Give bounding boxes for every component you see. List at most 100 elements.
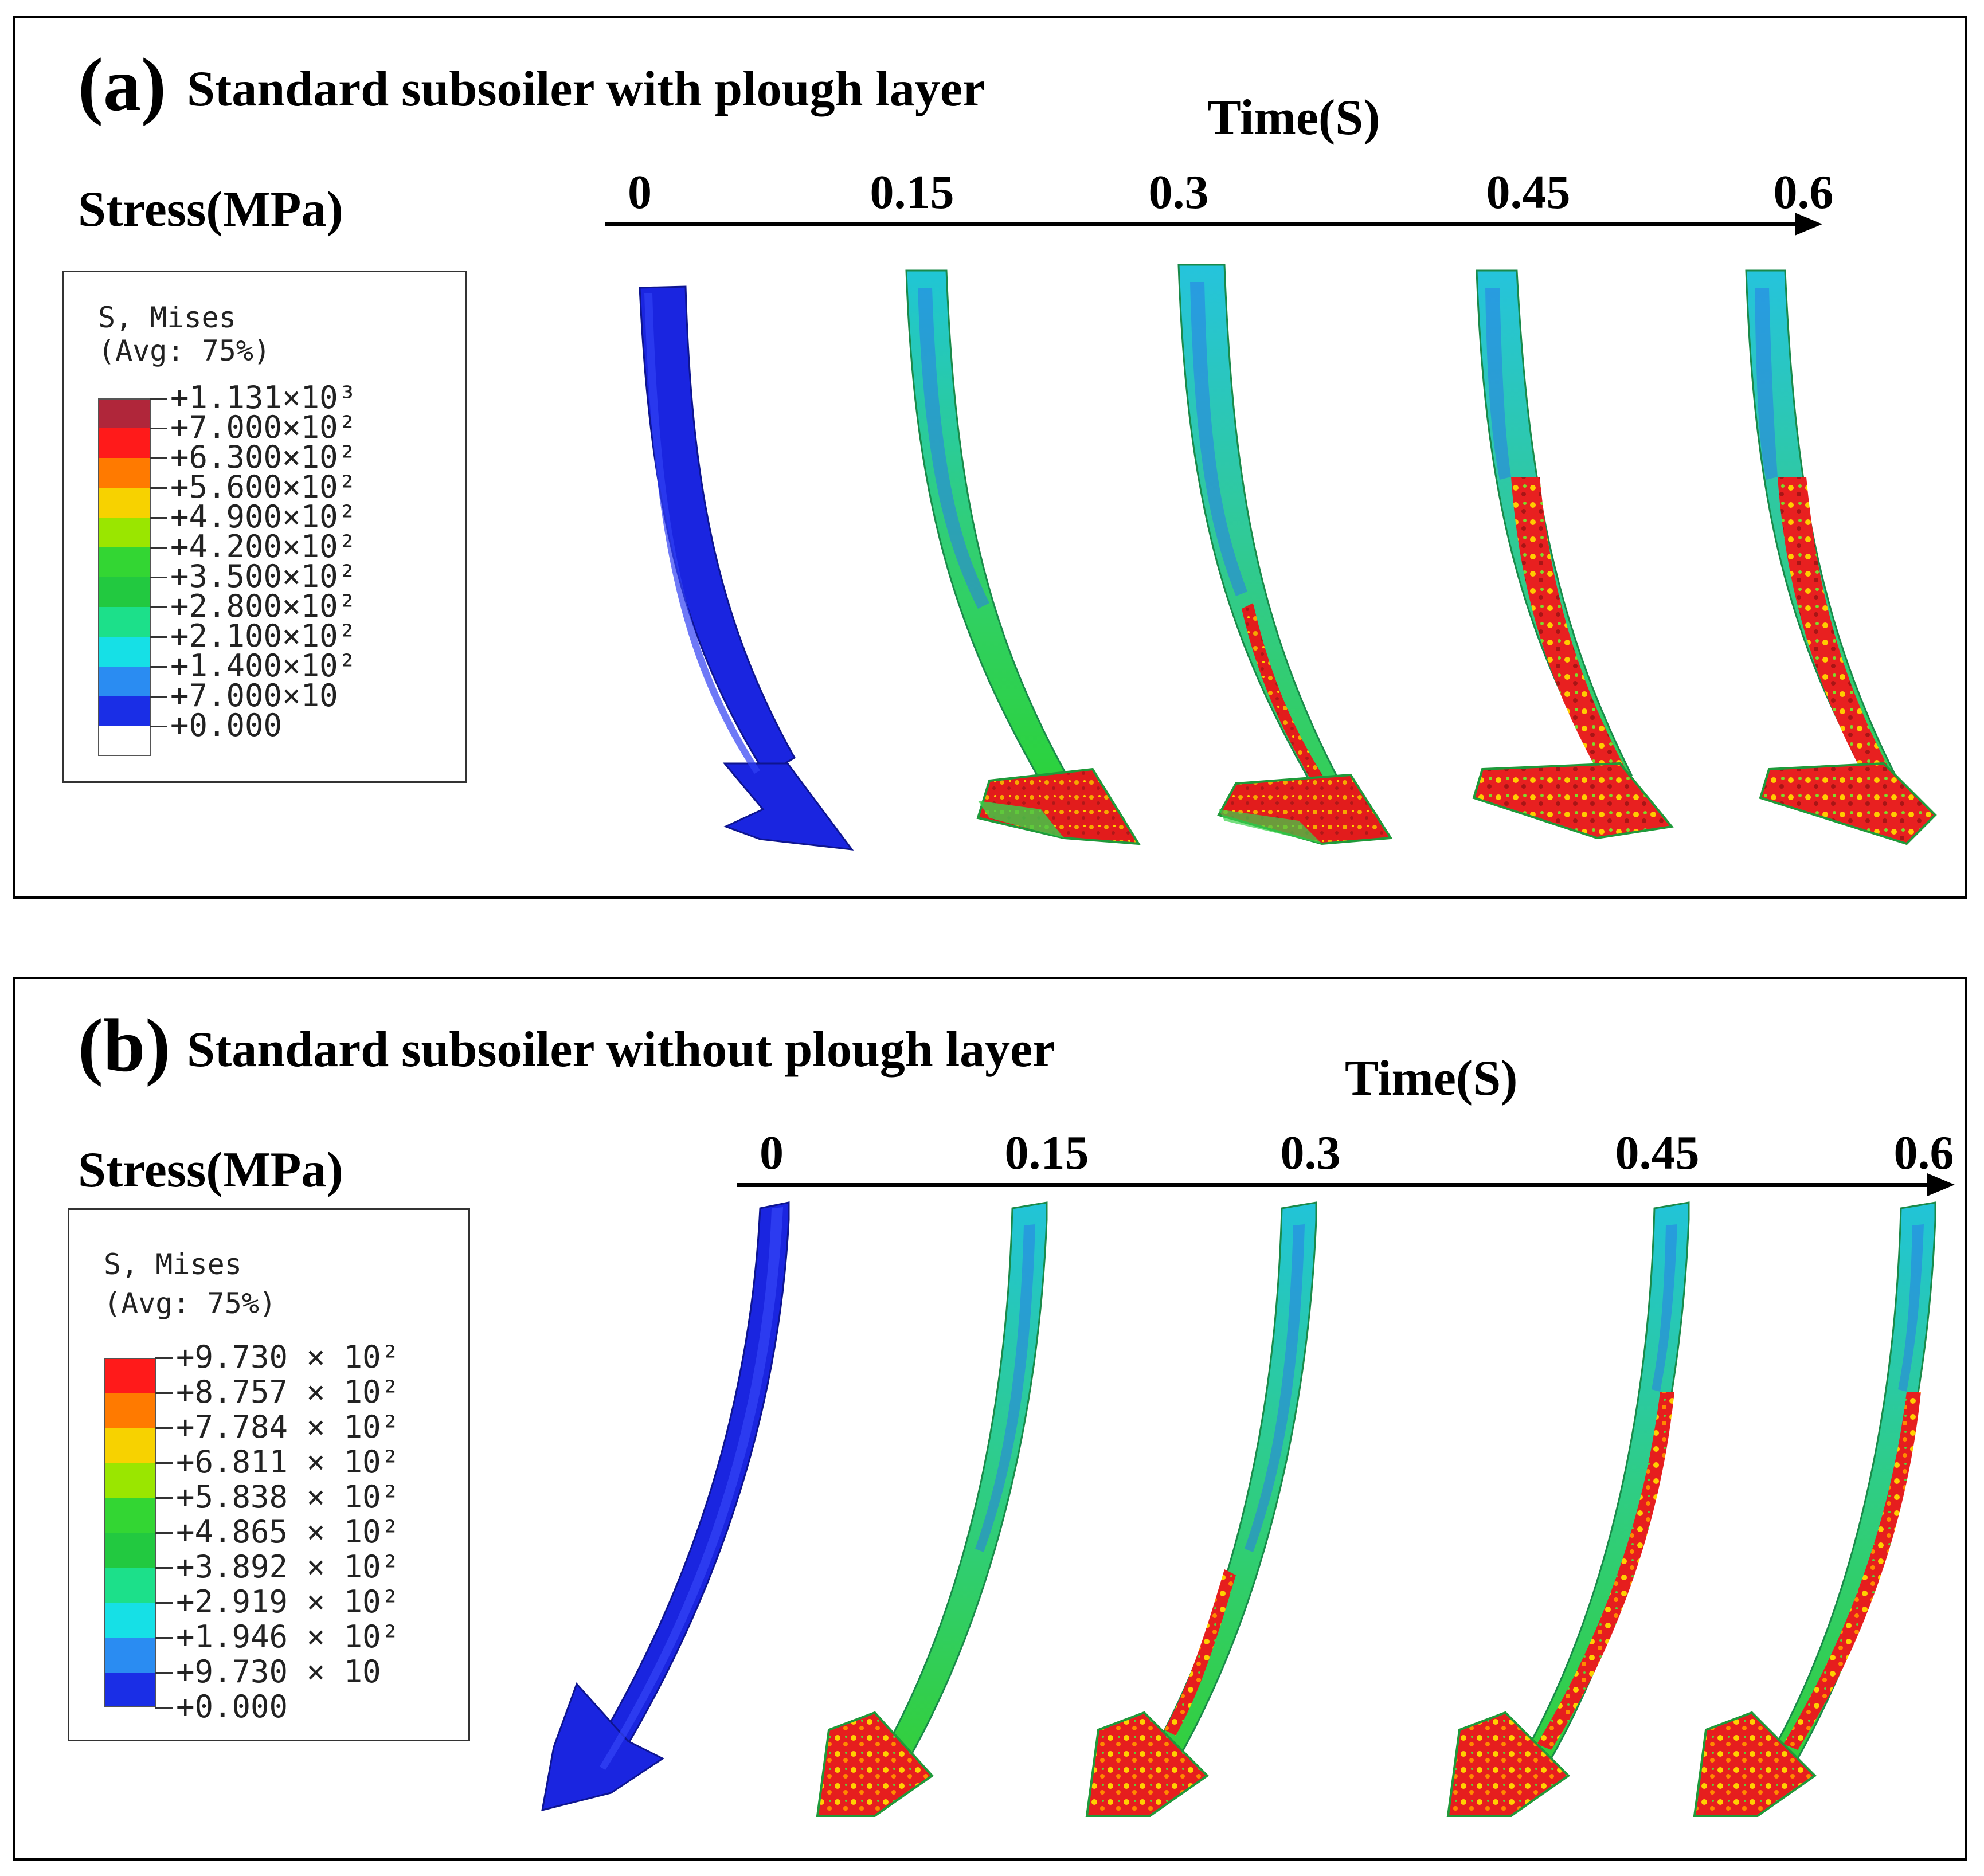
subsoiler-sequence xyxy=(639,264,1937,851)
legend-tick xyxy=(155,1602,173,1604)
legend-swatch xyxy=(98,547,151,577)
subsoiler-t06 xyxy=(1745,269,1937,845)
legend-swatch xyxy=(104,1498,156,1533)
legend-value: +4.900×10² xyxy=(170,499,357,535)
legend-tick xyxy=(155,1707,173,1709)
legend-title: S, Mises xyxy=(98,301,236,334)
legend-tick xyxy=(155,1532,173,1534)
legend-value: +8.757 × 10² xyxy=(176,1374,400,1410)
subsoiler-t0 xyxy=(639,285,854,851)
legend-value: +1.131×10³ xyxy=(170,379,357,416)
subsoiler-t03 xyxy=(1085,1201,1317,1817)
panel-tag: (b) xyxy=(78,1003,171,1087)
legend-swatch xyxy=(98,607,151,637)
legend-value: +4.200×10² xyxy=(170,528,357,565)
time-axis-line xyxy=(605,222,1798,226)
legend-tick xyxy=(155,1462,173,1464)
subsoiler-t06 xyxy=(1693,1201,1936,1817)
legend-tick xyxy=(150,577,167,578)
legend-tick xyxy=(155,1427,173,1429)
time-tick: 0.3 xyxy=(1148,166,1209,219)
legend-swatch xyxy=(104,1428,156,1463)
subsoiler-t015 xyxy=(905,269,1141,845)
stress-legend: S, Mises (Avg: 75%) +1.131×10³ +7.000×10²… xyxy=(62,271,467,783)
legend-tick xyxy=(150,428,167,429)
panel-b: (b) Standard subsoiler without plough la… xyxy=(13,977,1967,1861)
legend-tick xyxy=(155,1357,173,1359)
legend-value: +6.811 × 10² xyxy=(176,1444,400,1480)
legend-swatch xyxy=(98,667,151,696)
legend-tick xyxy=(150,606,167,608)
legend-tick xyxy=(150,547,167,549)
subsoiler-t015 xyxy=(816,1201,1048,1817)
legend-swatch xyxy=(98,518,151,547)
legend-tick xyxy=(155,1392,173,1394)
legend-tick xyxy=(150,666,167,668)
stress-label: Stress(MPa) xyxy=(78,1142,343,1198)
legend-swatch xyxy=(98,398,151,428)
legend-edge xyxy=(104,1358,156,1359)
legend-value: +4.865 × 10² xyxy=(176,1514,400,1550)
time-tick: 0.45 xyxy=(1615,1126,1700,1180)
legend-value: +5.838 × 10² xyxy=(176,1479,400,1515)
legend-swatch xyxy=(104,1393,156,1428)
stress-legend: S, Mises (Avg: 75%) +9.730 × 10² +8.757 ×… xyxy=(68,1208,470,1741)
legend-value: +9.730 × 10² xyxy=(176,1339,400,1375)
legend-tick xyxy=(155,1637,173,1639)
legend-value: +0.000 xyxy=(176,1689,288,1725)
legend-title: S, Mises xyxy=(104,1248,242,1281)
subsoiler-sequence xyxy=(541,1201,1936,1817)
legend-value: +5.600×10² xyxy=(170,469,357,505)
stress-label: Stress(MPa) xyxy=(78,182,343,237)
legend-swatch xyxy=(104,1533,156,1568)
legend-swatch xyxy=(98,577,151,607)
legend-swatch xyxy=(104,1568,156,1603)
time-tick: 0.45 xyxy=(1486,166,1571,219)
legend-tick xyxy=(155,1497,173,1499)
legend-tick xyxy=(155,1567,173,1569)
legend-tick xyxy=(150,636,167,638)
legend-swatch xyxy=(104,1358,156,1393)
time-tick: 0.3 xyxy=(1280,1126,1341,1180)
legend-tick xyxy=(155,1672,173,1674)
legend-value: +7.784 × 10² xyxy=(176,1409,400,1445)
legend-swatch xyxy=(98,428,151,458)
legend-swatch xyxy=(104,1463,156,1498)
legend-edge xyxy=(104,1706,156,1707)
legend-tick xyxy=(150,398,167,400)
legend-value: +2.100×10² xyxy=(170,618,357,654)
legend-value: +1.400×10² xyxy=(170,648,357,684)
time-axis-title: Time(S) xyxy=(1345,1051,1518,1106)
subsoiler-t045 xyxy=(1472,269,1674,840)
legend-swatch xyxy=(104,1603,156,1638)
panel-title: Standard subsoiler with plough layer xyxy=(187,61,985,117)
legend-value: +3.500×10² xyxy=(170,558,357,594)
time-tick: 0 xyxy=(760,1126,784,1180)
time-axis-line xyxy=(737,1183,1930,1187)
legend-value: +9.730 × 10 xyxy=(176,1654,381,1690)
legend-swatch xyxy=(98,696,151,726)
legend-tick xyxy=(150,696,167,698)
legend-value: +0.000 xyxy=(170,707,283,743)
legend-edge xyxy=(98,398,151,400)
legend-edge xyxy=(98,755,151,756)
legend-value: +2.800×10² xyxy=(170,588,357,624)
legend-value: +2.919 × 10² xyxy=(176,1584,400,1620)
time-tick: 0.15 xyxy=(870,166,954,219)
time-tick: 0.15 xyxy=(1004,1126,1089,1180)
legend-subtitle: (Avg: 75%) xyxy=(104,1287,277,1320)
panel-tag: (a) xyxy=(78,42,166,127)
time-tick: 0.6 xyxy=(1893,1126,1954,1180)
legend-swatch xyxy=(98,488,151,518)
legend-subtitle: (Avg: 75%) xyxy=(98,334,271,367)
legend-tick xyxy=(150,726,167,727)
time-tick: 0.6 xyxy=(1773,166,1834,219)
legend-value: +3.892 × 10² xyxy=(176,1549,400,1585)
panel-a: (a) Standard subsoiler with plough layer… xyxy=(13,16,1967,899)
legend-swatch xyxy=(98,726,151,756)
subsoiler-t045 xyxy=(1446,1201,1690,1817)
legend-swatch xyxy=(98,637,151,667)
legend-value: +7.000×10 xyxy=(170,677,338,714)
time-axis-arrowhead xyxy=(1927,1173,1955,1196)
legend-tick xyxy=(150,487,167,489)
